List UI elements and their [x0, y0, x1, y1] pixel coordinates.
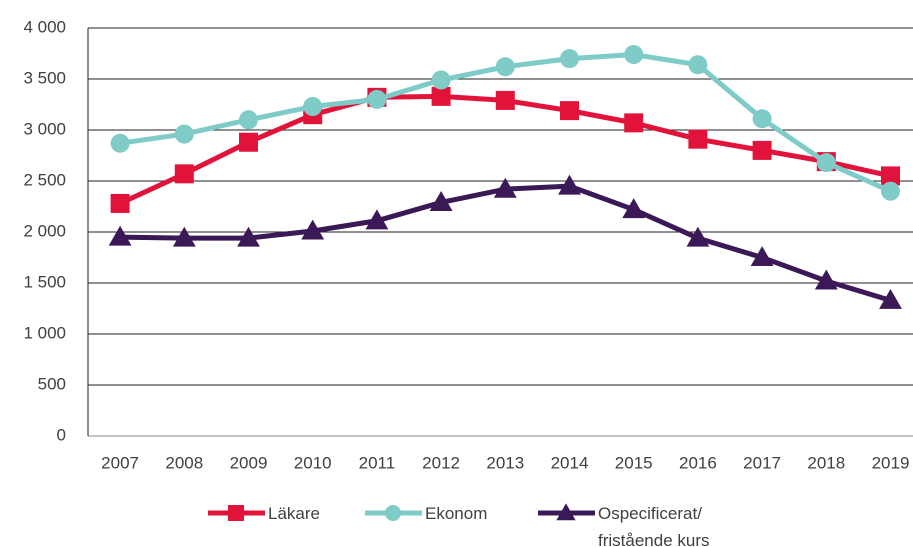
marker: [495, 57, 515, 77]
marker: [560, 101, 579, 121]
marker: [431, 70, 451, 90]
marker: [172, 226, 196, 247]
marker: [560, 49, 579, 69]
marker: [752, 109, 772, 129]
marker: [814, 269, 838, 290]
x-tick-label: 2015: [615, 453, 653, 472]
marker: [385, 505, 401, 521]
marker: [110, 133, 130, 153]
marker: [624, 113, 644, 133]
x-tick-label: 2007: [101, 453, 139, 472]
y-tick-label: 3 000: [23, 119, 66, 138]
marker: [174, 164, 194, 184]
marker: [367, 89, 387, 109]
y-tick-label: 1 500: [23, 272, 66, 291]
marker: [556, 503, 576, 521]
marker: [303, 97, 323, 117]
y-tick-label: 2 500: [23, 170, 66, 189]
marker: [429, 191, 453, 211]
marker: [110, 193, 130, 213]
marker: [239, 110, 258, 130]
y-tick-label: 0: [57, 425, 66, 444]
marker: [879, 288, 902, 309]
marker: [816, 153, 836, 173]
x-tick-label: 2011: [359, 453, 396, 472]
x-tick-label: 2016: [679, 453, 717, 472]
marker: [174, 124, 194, 144]
marker: [237, 226, 260, 247]
x-tick-label: 2019: [872, 453, 910, 472]
y-tick-label: 3 500: [23, 68, 66, 87]
x-tick-label: 2017: [743, 453, 781, 472]
x-tick-label: 2009: [230, 453, 268, 472]
x-tick-label: 2014: [551, 453, 589, 472]
marker: [495, 90, 515, 110]
x-tick-label: 2008: [165, 453, 203, 472]
marker: [881, 181, 900, 201]
marker: [493, 177, 517, 198]
marker: [622, 198, 646, 219]
legend-label: Ekonom: [425, 504, 488, 523]
y-tick-label: 1 000: [23, 323, 66, 342]
marker: [365, 209, 389, 230]
marker: [108, 225, 132, 246]
legend-label: Ospecificerat/ fristående kurs: [598, 504, 710, 547]
legend-label: Läkare: [268, 504, 320, 523]
marker: [431, 86, 451, 106]
y-tick-label: 4 000: [23, 17, 66, 36]
x-tick-label: 2013: [486, 453, 524, 472]
marker: [752, 140, 772, 160]
marker: [688, 129, 708, 149]
marker: [686, 226, 710, 247]
marker: [301, 219, 325, 240]
marker: [624, 45, 644, 65]
x-tick-label: 2010: [294, 453, 332, 472]
marker: [750, 246, 774, 267]
y-tick-label: 500: [38, 374, 66, 393]
x-tick-label: 2018: [807, 453, 845, 472]
marker: [558, 174, 581, 195]
x-tick-label: 2012: [422, 453, 460, 472]
marker: [688, 55, 708, 75]
marker: [881, 166, 900, 186]
marker: [239, 132, 258, 152]
marker: [228, 505, 244, 521]
y-tick-label: 2 000: [23, 221, 66, 240]
